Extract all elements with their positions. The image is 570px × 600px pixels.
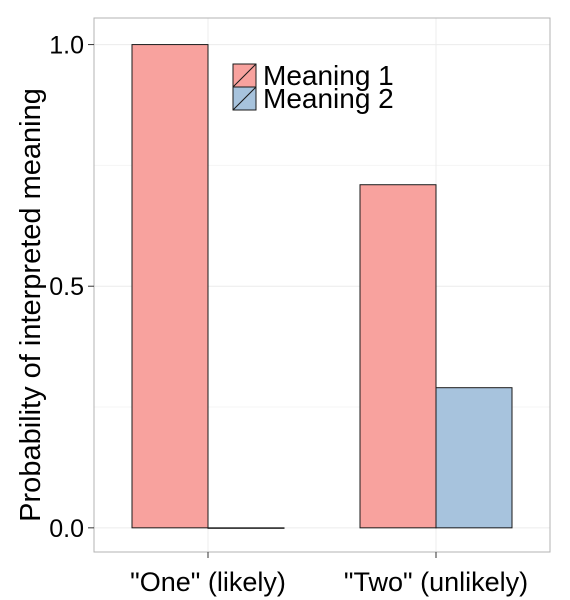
y-tick-label: 1.0 bbox=[49, 32, 84, 60]
y-tick-label: 0.0 bbox=[49, 515, 84, 543]
axes-layer: 0.0 0.5 1.0 "One" (likely) "Two" (unlikely) bbox=[49, 32, 528, 597]
bars-layer bbox=[131, 44, 513, 529]
bar-meaning-1-cat-1 bbox=[131, 44, 209, 529]
legend-key-slash-1 bbox=[232, 63, 257, 88]
y-axis-label: Probability of interpreted meaning bbox=[15, 88, 47, 522]
bar-meaning-2-cat-2 bbox=[435, 387, 513, 529]
plot-panel-border bbox=[93, 17, 551, 553]
x-tick-label: "Two" (unlikely) bbox=[344, 567, 528, 597]
bar-meaning-2-cat-1 bbox=[207, 527, 285, 529]
x-tick-label: "One" (likely) bbox=[130, 567, 286, 597]
legend-label-1: Meaning 1 bbox=[263, 60, 394, 91]
legend-key-slash-2 bbox=[232, 86, 257, 111]
y-tick-label: 0.5 bbox=[49, 273, 84, 301]
legend-label-2: Meaning 2 bbox=[263, 83, 394, 114]
bar-meaning-1-cat-2 bbox=[359, 184, 437, 529]
